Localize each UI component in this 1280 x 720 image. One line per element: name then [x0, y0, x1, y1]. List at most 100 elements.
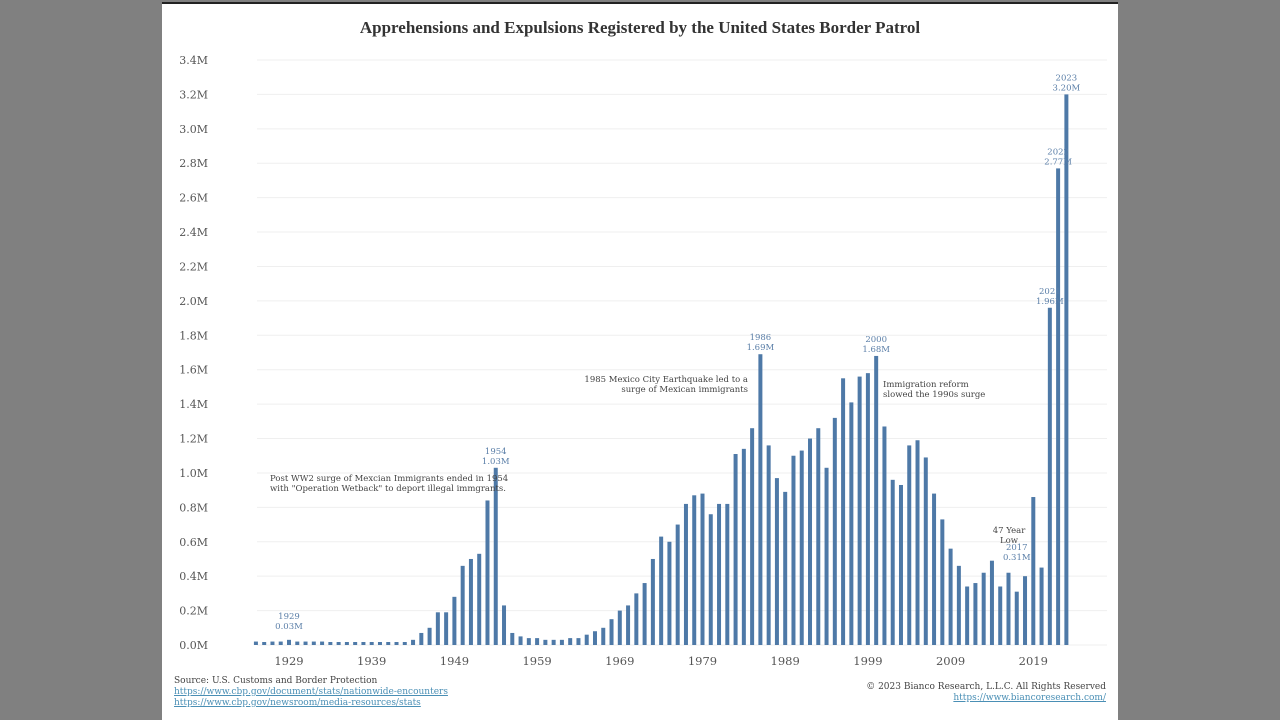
bar-1950 [460, 565, 465, 645]
bar-1955 [502, 605, 507, 645]
bar-1937 [353, 642, 358, 645]
bar-2000 [874, 355, 879, 645]
bar-1928 [278, 641, 283, 645]
bar-1962 [559, 639, 564, 645]
copyright-text: © 2023 Bianco Research, L.L.C. All Right… [866, 682, 1106, 692]
bar-1980 [708, 514, 713, 645]
bar-1948 [444, 612, 449, 645]
bar-1999 [865, 373, 870, 645]
x-tick-label: 2009 [936, 654, 965, 668]
bar-1951 [468, 558, 473, 645]
bar-1949 [452, 596, 457, 645]
data-label-year: 2022 [1047, 147, 1069, 157]
bar-1977 [683, 503, 688, 645]
bar-1964 [576, 638, 581, 645]
x-tick-label: 1969 [605, 654, 634, 668]
bar-1992 [808, 438, 813, 645]
bar-2015 [998, 586, 1003, 645]
bar-1957 [518, 636, 523, 645]
bar-2001 [882, 426, 887, 645]
bar-2016 [1006, 572, 1011, 645]
bar-2018 [1023, 576, 1028, 645]
bar-1976 [675, 524, 680, 645]
y-tick-label: 1.6M [179, 364, 208, 377]
bar-2019 [1031, 497, 1036, 645]
bar-1953 [485, 500, 490, 645]
bar-1959 [535, 638, 540, 645]
data-label-value: 1.69M [747, 343, 775, 353]
y-tick-label: 2.6M [179, 192, 208, 205]
credit-block: © 2023 Bianco Research, L.L.C. All Right… [866, 682, 1106, 704]
data-label-year: 1986 [750, 333, 772, 343]
bar-2017 [1014, 591, 1019, 645]
bar-1946 [427, 627, 432, 645]
data-label-value: 1.03M [482, 457, 510, 467]
y-tick-label: 1.0M [179, 467, 208, 480]
bar-1958 [526, 638, 531, 645]
bar-1931 [303, 641, 308, 645]
data-label-value: 1.68M [862, 345, 890, 355]
x-tick-label: 1979 [688, 654, 717, 668]
bar-2005 [915, 440, 920, 645]
data-label-year: 2000 [865, 335, 887, 345]
y-tick-label: 2.0M [179, 295, 208, 308]
y-tick-label: 3.4M [179, 54, 208, 67]
data-label-year: 2023 [1056, 73, 1078, 83]
bar-2008 [940, 519, 945, 645]
bar-1925 [253, 641, 258, 645]
y-tick-label: 0.8M [179, 501, 208, 514]
bar-chart: 0.0M 0.2M 0.4M 0.6M 0.8M 1.0M 1.2M 1.4M 1.6M 1.8M… [179, 54, 1107, 668]
bar-1997 [849, 402, 854, 645]
annotation-low: 47 Year [993, 526, 1026, 536]
bar-1979 [700, 493, 705, 645]
data-label-value: 0.03M [275, 622, 303, 632]
y-tick-label: 0.4M [179, 570, 208, 583]
bar-1961 [551, 639, 556, 645]
data-label-value: 1.96M [1036, 297, 1064, 307]
annotation-reform: slowed the 1990s surge [883, 390, 985, 400]
y-tick-label: 1.2M [179, 433, 208, 446]
x-tick-label: 1989 [771, 654, 800, 668]
data-label-value: 3.20M [1053, 83, 1081, 93]
annotation-quake: 1985 Mexico City Earthquake led to a [584, 375, 748, 385]
bar-2007 [932, 493, 937, 645]
bar-1963 [568, 638, 573, 645]
source-link-encounters[interactable]: https://www.cbp.gov/document/stats/natio… [174, 687, 448, 697]
bar-1983 [733, 454, 738, 645]
bar-2014 [989, 560, 994, 645]
site-link[interactable]: https://www.biancoresearch.com/ [953, 693, 1106, 703]
bar-1993 [816, 428, 821, 645]
bar-1932 [311, 641, 316, 645]
bar-2022 [1056, 168, 1061, 645]
data-label-value: 0.31M [1003, 553, 1031, 563]
bar-1981 [717, 503, 722, 645]
bar-2013 [981, 572, 986, 645]
source-link-media[interactable]: https://www.cbp.gov/newsroom/media-resou… [174, 698, 421, 708]
bar-1960 [543, 639, 548, 645]
bar-1965 [584, 634, 589, 645]
bar-1933 [320, 641, 325, 645]
bar-1971 [634, 593, 639, 645]
bar-1974 [659, 536, 664, 645]
bar-2012 [973, 583, 978, 645]
y-tick-label: 3.2M [179, 88, 208, 101]
bar-1956 [510, 632, 515, 645]
bar-1978 [692, 495, 697, 645]
y-tick-label: 0.2M [179, 605, 208, 618]
chart-panel: Apprehensions and Expulsions Registered … [162, 2, 1118, 720]
y-tick-label: 1.4M [179, 398, 208, 411]
x-tick-label: 1949 [440, 654, 469, 668]
bar-1945 [419, 632, 424, 645]
bar-1970 [626, 605, 631, 645]
source-block: Source: U.S. Customs and Border Protecti… [174, 676, 448, 709]
bar-1995 [832, 417, 837, 645]
bar-1938 [361, 642, 366, 645]
bar-1944 [411, 639, 416, 645]
bar-1935 [336, 642, 341, 645]
y-tick-label: 0.6M [179, 536, 208, 549]
bar-1989 [783, 491, 788, 645]
bar-1930 [295, 641, 300, 645]
bar-1940 [377, 642, 382, 645]
bar-2009 [948, 548, 953, 645]
bar-2021 [1047, 307, 1052, 645]
